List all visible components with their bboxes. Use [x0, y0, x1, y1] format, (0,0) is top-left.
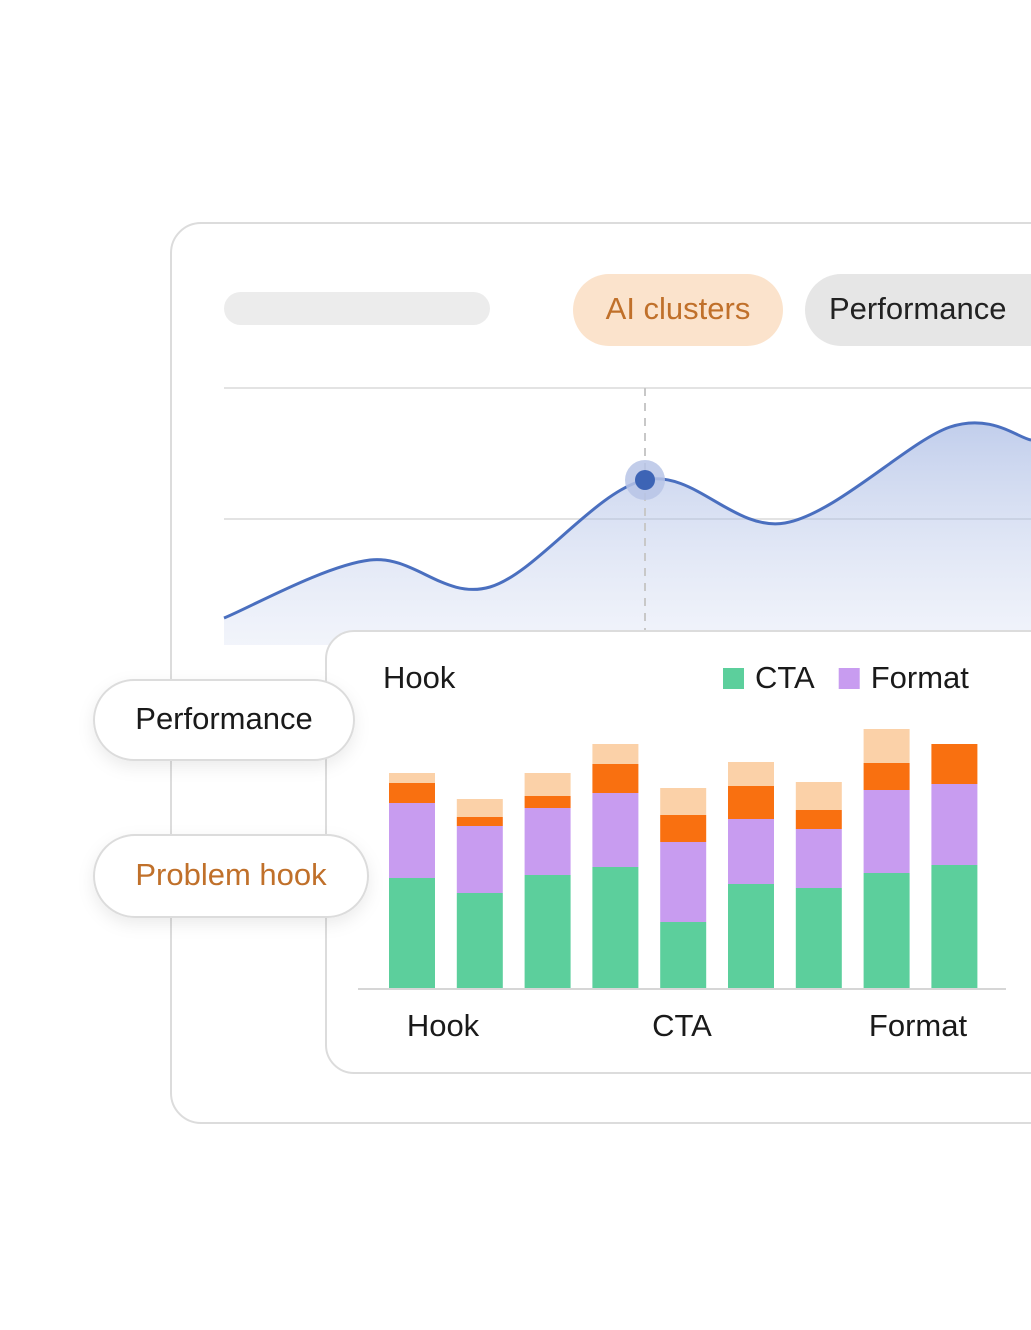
- bar-segment: [389, 878, 435, 988]
- bar-segment: [660, 842, 707, 922]
- pill[interactable]: [93, 834, 369, 918]
- bar-segment: [795, 782, 842, 810]
- search-placeholder: [224, 292, 490, 325]
- bar-segment: [728, 762, 774, 786]
- pill-label: Problem hook: [135, 857, 327, 892]
- bar-segment: [524, 875, 571, 988]
- bar-segment: [931, 865, 978, 988]
- tab-ai-clusters[interactable]: [573, 274, 783, 346]
- line-chart: [223, 388, 1031, 645]
- bar-segment: [456, 893, 503, 988]
- pill-label: Performance: [135, 701, 312, 736]
- bar-segment: [456, 799, 503, 817]
- bar-segment: [795, 829, 842, 888]
- bar-segment: [728, 819, 774, 884]
- legend-swatch: [838, 668, 860, 689]
- bar-segment: [592, 764, 639, 793]
- bar-segment: [389, 803, 435, 878]
- legend-swatch: [723, 668, 744, 689]
- x-group-label: Format: [869, 1008, 968, 1043]
- bar-segment: [863, 790, 910, 873]
- tab-label: Performance: [829, 291, 1006, 326]
- bar-segment: [524, 773, 571, 796]
- bar-segment: [795, 888, 842, 988]
- bar-segment: [863, 873, 910, 988]
- area: [224, 422, 1031, 645]
- bar-segment: [389, 773, 435, 783]
- highlight-point: [635, 470, 655, 490]
- pill-performance[interactable]: Performance: [93, 679, 355, 761]
- bar-segment: [524, 808, 571, 875]
- bar-segment: [592, 793, 639, 867]
- chart-title: Hook: [383, 660, 456, 695]
- bar-segment: [931, 744, 978, 784]
- bar-segment: [863, 763, 910, 790]
- pill-problem-hook[interactable]: Problem hook: [93, 834, 369, 918]
- bar-segment: [728, 786, 774, 819]
- x-group-label: CTA: [652, 1008, 712, 1043]
- bar-segment: [863, 729, 910, 763]
- bar-segment: [524, 796, 571, 808]
- bar-segment: [660, 922, 707, 988]
- pill[interactable]: [93, 679, 355, 761]
- legend-label: Format: [871, 660, 970, 695]
- bar-segment: [456, 826, 503, 893]
- bar-chart: CTA Format Hook CTA Format: [389, 660, 978, 1043]
- legend-label: CTA: [755, 660, 815, 695]
- bar-segment: [660, 788, 707, 815]
- bar-segment: [389, 783, 435, 803]
- bar-segment: [592, 867, 639, 988]
- bar-segment: [660, 815, 707, 842]
- bar-segment: [931, 784, 978, 865]
- bar-segment: [728, 884, 774, 988]
- tab-performance[interactable]: [805, 274, 1031, 346]
- tab-label: AI clusters: [606, 291, 751, 326]
- x-group-label: Hook: [407, 1008, 480, 1043]
- bar-segment: [795, 810, 842, 829]
- bar-segment: [592, 744, 639, 764]
- breakdown-card: Hook CTA Format Hook CTA Format: [325, 630, 1031, 1074]
- bar-segment: [456, 817, 503, 826]
